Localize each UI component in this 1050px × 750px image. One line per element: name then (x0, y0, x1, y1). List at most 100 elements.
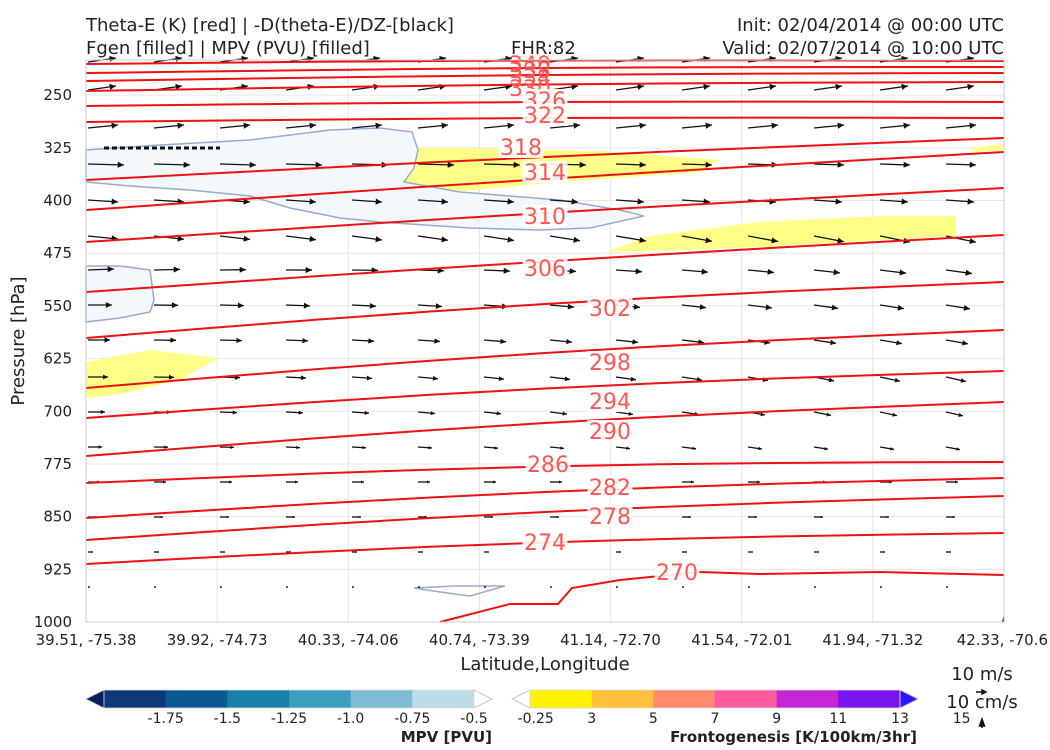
wind-vector-head (835, 83, 842, 90)
wind-vector-head (835, 198, 842, 205)
x-tick-label: 39.51, -75.38 (36, 631, 137, 649)
contour-label-bg (525, 453, 571, 475)
wind-vector-head (295, 480, 298, 484)
wind-vector-head (573, 236, 580, 243)
x-tick-label: 40.74, -73.39 (429, 631, 530, 649)
wind-vector-head (375, 198, 382, 205)
wind-vector-head (100, 409, 105, 415)
contour-label-bg (522, 205, 568, 227)
wind-vector-head (107, 266, 114, 273)
colorbar-tick-label: -1.0 (337, 711, 364, 727)
wind-vector-head (757, 480, 760, 484)
wind-vector-head (229, 480, 232, 484)
contour-label: 294 (589, 390, 631, 415)
theta-e-contour (85, 66, 1004, 74)
wind-vector-head (705, 237, 712, 244)
wind-vector-head (765, 304, 772, 311)
contour-label: 318 (500, 136, 542, 161)
wind-vector-head (903, 122, 910, 129)
wind-vector-head (630, 376, 636, 382)
wind-vector-head (639, 237, 646, 243)
wind-vector-head (315, 161, 322, 168)
fgen-fill-mid (606, 216, 956, 252)
colorbar-arrow-left (85, 689, 105, 709)
wind-vector-head (969, 161, 976, 168)
contour-label-bg (522, 531, 568, 553)
colorbar-tick-label: -0.75 (394, 711, 430, 727)
wind-vector-head (767, 268, 774, 275)
wind-vector-head (758, 446, 762, 451)
theta-e-contour (85, 281, 1005, 339)
wind-vector-head (249, 161, 256, 168)
wind-vector-head (892, 412, 897, 417)
wind-vector-head (831, 304, 838, 311)
vector-key-vertical-label: 10 cm/s (946, 692, 1018, 713)
wind-vector-head (309, 122, 316, 129)
wind-vector-head (705, 122, 712, 129)
colorbar-tick-label: 15 (953, 711, 971, 727)
wind-vector-head (303, 302, 310, 309)
x-tick-label: 42.33, -70.6 (957, 631, 1048, 649)
colorbar-arrow-right (473, 689, 493, 709)
colorbar-cell (289, 690, 352, 708)
wind-vector-head (441, 198, 448, 205)
theta-e-contour (85, 477, 1005, 519)
y-axis-ticks: 250 325 400 475 550 625 700 775 850 925 1000 (34, 86, 72, 631)
wind-vector-head (298, 410, 303, 415)
wind-vector-head (507, 198, 514, 205)
wind-vector-head (243, 235, 250, 242)
wind-vector-head (820, 515, 823, 519)
wind-vector-head (177, 235, 184, 242)
wind-vector-head (703, 83, 710, 90)
mpv-fill-left (85, 265, 155, 323)
wind-vector-head (754, 515, 757, 519)
wind-vector-head (688, 515, 691, 519)
wind-vector-head (637, 83, 644, 90)
fgen-colorbar-title: Frontogenesis [K/100km/3hr] (670, 728, 917, 746)
wind-vector-head (226, 515, 229, 519)
contour-label-bg (587, 351, 633, 373)
wind-vector-head (562, 411, 567, 416)
wind-vector-head (286, 586, 288, 588)
theta-e-contour (85, 137, 1005, 181)
wind-vector-head (956, 447, 960, 451)
wind-vector-head (958, 412, 963, 417)
wind-vector-head (952, 515, 955, 519)
wind-vector-head (220, 586, 222, 588)
y-tick-label: 850 (43, 508, 72, 526)
colorbar-tick-label: -0.5 (460, 711, 487, 727)
colorbar-tick-label: 11 (829, 711, 847, 727)
wind-vector-head (88, 586, 90, 588)
plot-area: 3403383343303263223183143103063022982942… (85, 53, 1005, 623)
wind-vector-head (361, 480, 364, 484)
colorbar-arrow-right (899, 689, 919, 709)
wind-vector-head (894, 377, 900, 383)
contour-label-bg (587, 390, 633, 412)
y-tick-label: 700 (43, 402, 72, 420)
wind-vector-head (428, 446, 432, 450)
wind-vector-head (352, 586, 354, 588)
wind-vector-head (705, 161, 712, 168)
wind-vector-head (358, 515, 361, 519)
colorbar-cell (227, 690, 290, 708)
wind-vector-head (441, 236, 448, 243)
theta-e-contour (85, 81, 1005, 92)
wind-vector-head (567, 303, 574, 310)
wind-vector-head (751, 551, 753, 553)
wind-vector-head (632, 339, 638, 345)
wind-vector-head (824, 447, 828, 451)
wind-vector-head (163, 480, 166, 484)
contour-label: 338 (509, 59, 551, 84)
mpv-fill-upper (85, 127, 645, 231)
y-tick-label: 625 (43, 350, 72, 368)
colorbar-cell (776, 690, 839, 708)
y-tick-label: 1000 (34, 613, 72, 631)
wind-vector-head (833, 269, 840, 276)
wind-vector-head (157, 551, 159, 553)
x-tick-label: 39.92, -74.73 (167, 631, 268, 649)
colorbar-tick-label: 13 (891, 711, 909, 727)
wind-vector-head (817, 551, 819, 553)
wind-vector-head (639, 122, 646, 129)
wind-vector-head (175, 83, 182, 90)
x-axis-ticks: 39.51, -75.38 39.92, -74.73 40.33, -74.06 4… (36, 631, 1048, 649)
